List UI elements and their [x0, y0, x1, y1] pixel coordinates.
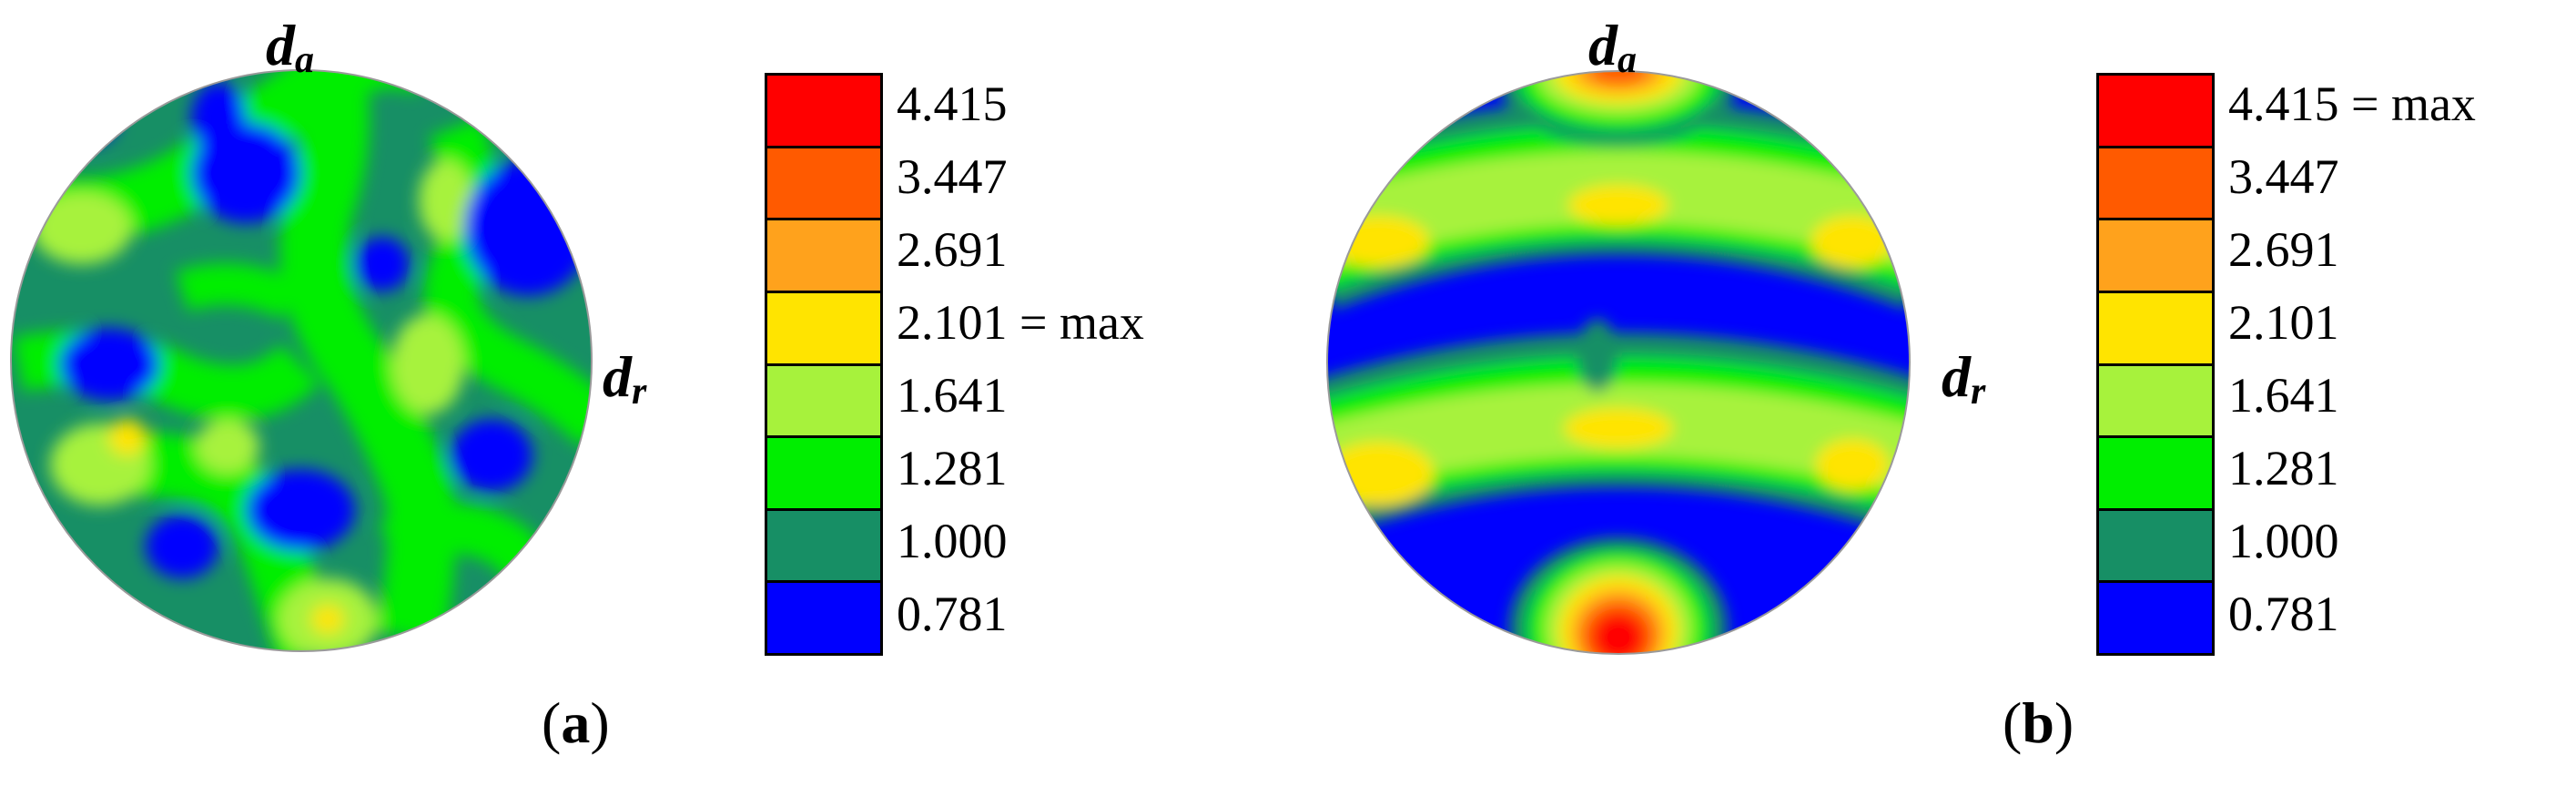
contour-spot: [196, 419, 259, 474]
contour-spot: [1568, 185, 1668, 225]
legend-swatch: [767, 583, 880, 653]
panel-a: da dr 4.415 3.447 2.691 2.101 = max 1.641 1.2…: [10, 13, 1144, 755]
contour-spot: [109, 419, 146, 455]
contour-low: [191, 82, 246, 155]
contour-spot: [1329, 216, 1429, 267]
axis-label-right: dr: [603, 344, 647, 413]
legend-swatch: [767, 220, 880, 293]
legend-level-label: 1.000: [2228, 514, 2339, 568]
contour-spot: [1564, 408, 1673, 448]
legend-swatch: [2099, 510, 2212, 584]
legend-level-label: 3.447: [897, 149, 1008, 204]
panel-caption: (b): [2003, 690, 2074, 755]
pole-figure-outline: [1326, 70, 1911, 655]
contour-band: [175, 263, 301, 320]
contour-pole: [1589, 71, 1648, 84]
legend-level-label: 0.781: [897, 587, 1008, 641]
contour-low: [451, 419, 532, 492]
contour-spot: [1811, 216, 1893, 267]
legend-swatch: [767, 76, 880, 148]
contour-low: [246, 469, 355, 551]
legend-level-label: 2.691: [897, 222, 1008, 277]
color-legend: [2096, 73, 2215, 656]
legend-level-label: 2.101: [2228, 295, 2339, 350]
max-indicator: = max: [2338, 77, 2476, 131]
legend-swatch: [2099, 583, 2212, 653]
legend-swatch: [2099, 365, 2212, 439]
contour-low: [146, 515, 218, 578]
contour-spot: [311, 605, 344, 634]
legend-level-label: 1.000: [897, 514, 1008, 568]
contour-spot: [1816, 439, 1889, 490]
contour-spot: [391, 314, 464, 414]
legend-swatch: [2099, 438, 2212, 511]
panel-b: da dr 4.415 = max 3.447 2.691 2.101 1.641 1.2…: [1288, 0, 2576, 786]
panel-caption: (a): [542, 690, 610, 755]
legend-level-label: 1.641: [2228, 368, 2339, 423]
legend-level-label: 1.641: [897, 368, 1008, 423]
contour-low: [355, 237, 410, 291]
contour-spot: [1577, 319, 1618, 392]
legend-swatch: [767, 292, 880, 366]
legend-level-label: 3.447: [2228, 149, 2339, 204]
pole-figure-outline: [10, 69, 593, 652]
legend-level-label: 2.101 = max: [897, 295, 1144, 350]
axis-label-top: da: [266, 13, 314, 81]
pole-figure-a: [10, 69, 593, 652]
legend-swatch: [767, 148, 880, 221]
legend-swatch: [2099, 292, 2212, 366]
color-legend: [765, 73, 883, 656]
legend-swatch: [2099, 148, 2212, 221]
contour-pole: [1593, 613, 1644, 654]
pole-figure-b: [1326, 70, 1911, 655]
max-indicator: = max: [1007, 295, 1144, 350]
legend-swatch: [767, 438, 880, 511]
legend-level-label: 0.781: [2228, 587, 2339, 641]
legend-swatch: [2099, 76, 2212, 148]
axis-label-right: dr: [1942, 344, 1986, 413]
legend-level-label: 4.415 = max: [2228, 77, 2476, 131]
contour-low: [46, 91, 118, 146]
legend-swatch: [767, 365, 880, 439]
legend-level-label: 2.691: [2228, 222, 2339, 277]
contour-low: [59, 328, 159, 401]
axis-label-top: da: [1588, 13, 1637, 81]
legend-swatch: [767, 510, 880, 584]
legend-level-label: 1.281: [897, 441, 1008, 495]
contour-spot: [32, 191, 132, 264]
legend-level-label: 1.281: [2228, 441, 2339, 495]
contour-spot: [419, 159, 473, 241]
legend-level-label: 4.415: [897, 77, 1008, 131]
legend-swatch: [2099, 220, 2212, 293]
